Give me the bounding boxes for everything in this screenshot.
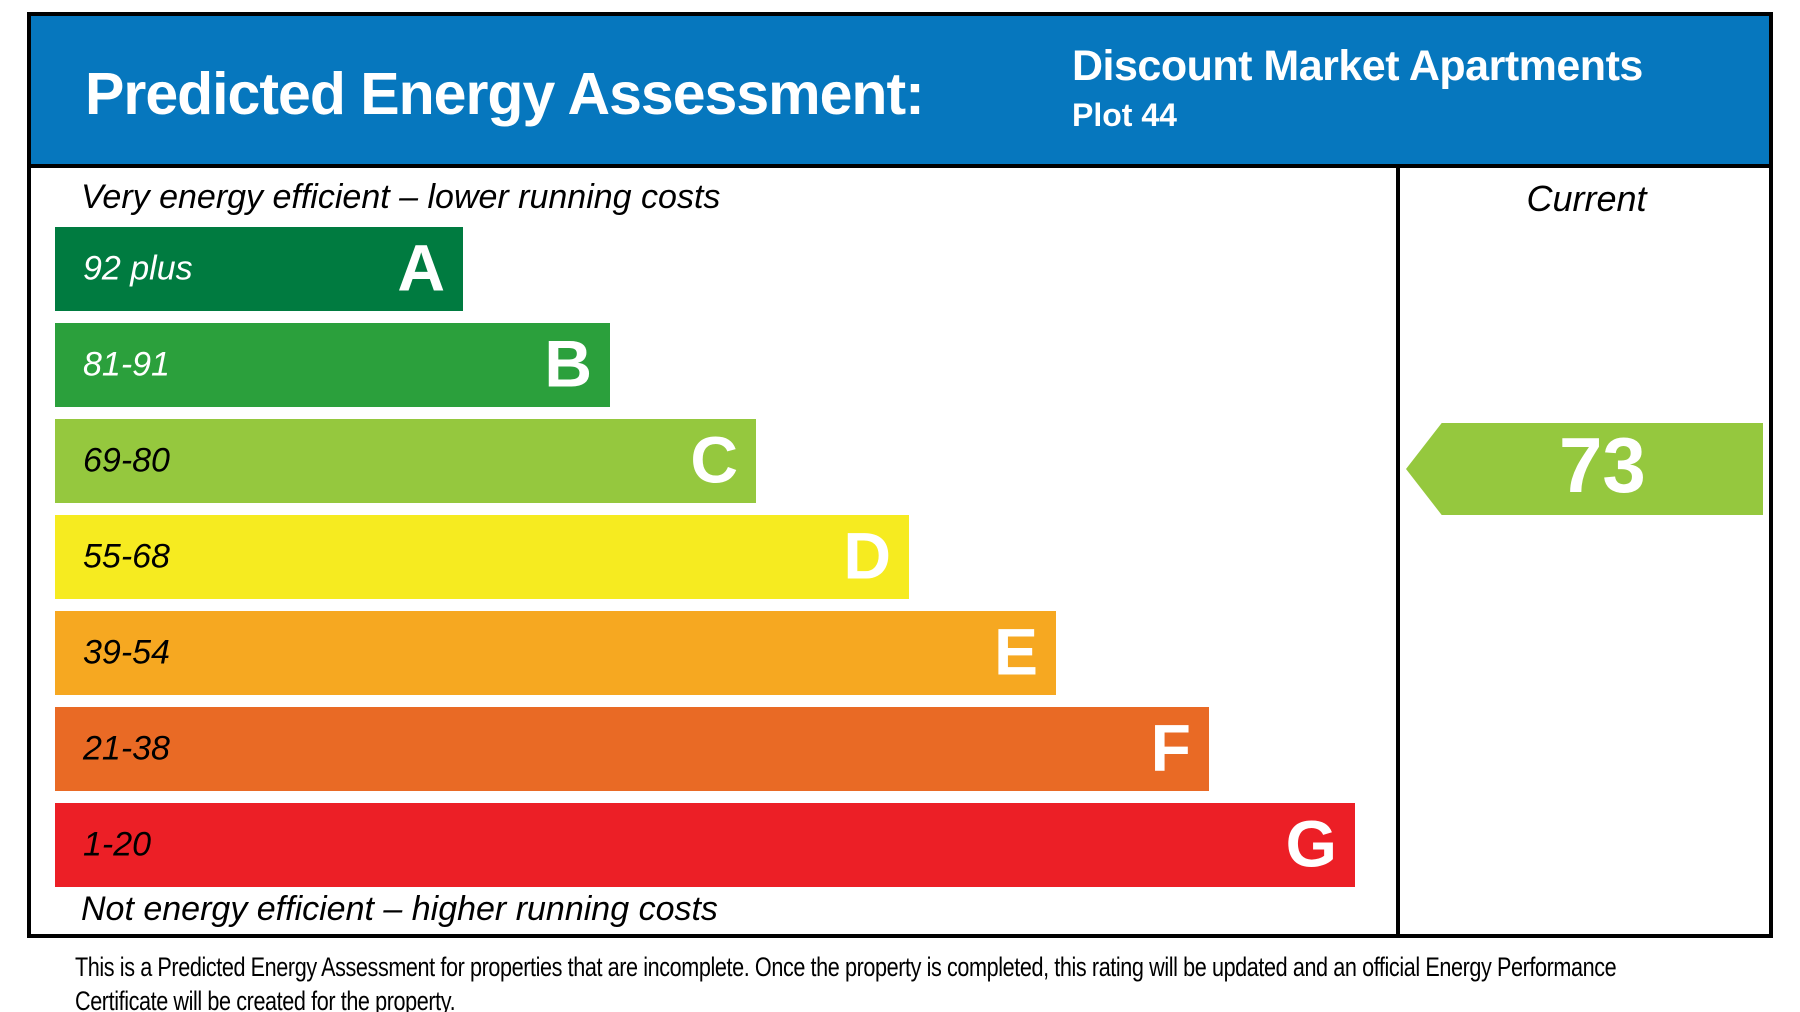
page-title: Predicted Energy Assessment:	[85, 61, 925, 127]
band-letter-label-f: F	[1150, 710, 1191, 785]
band-range-label-b: 81-91	[83, 345, 170, 384]
band-range-label-a: 92 plus	[83, 249, 193, 288]
epc-band-row-a: 92 plus A	[55, 227, 463, 311]
property-plot: Plot 44	[1072, 97, 1177, 133]
band-letter-label-g: G	[1285, 806, 1337, 881]
current-rating-column: Current 73	[1396, 168, 1773, 934]
epc-band-row-g: 1-20 G	[55, 803, 1355, 887]
current-column-header: Current	[1526, 178, 1647, 219]
band-letter-label-d: D	[843, 518, 891, 593]
footer-disclaimer: This is a Predicted Energy Assessment fo…	[75, 950, 1617, 1012]
band-range-label-c: 69-80	[83, 441, 170, 480]
certificate-header: Predicted Energy Assessment: Discount Ma…	[31, 16, 1769, 168]
bottom-efficiency-label: Not energy efficient – higher running co…	[81, 890, 718, 928]
band-range-label-e: 39-54	[83, 633, 170, 672]
epc-band-row-c: 69-80 C	[55, 419, 756, 503]
current-rating-value: 73	[1558, 420, 1646, 509]
epc-band-row-b: 81-91 B	[55, 323, 610, 407]
top-efficiency-label: Very energy efficient – lower running co…	[81, 178, 721, 216]
epc-band-row-d: 55-68 D	[55, 515, 909, 599]
property-info: Discount Market Apartments Plot 44	[1072, 42, 1643, 134]
footer-disclaimer-line1: This is a Predicted Energy Assessment fo…	[75, 952, 1617, 982]
epc-band-row-f: 21-38 F	[55, 707, 1209, 791]
footer-disclaimer-line2: Certificate will be created for the prop…	[75, 986, 456, 1012]
epc-chart-body: Very energy efficient – lower running co…	[31, 168, 1769, 934]
band-range-label-d: 55-68	[83, 537, 170, 576]
epc-band-row-e: 39-54 E	[55, 611, 1056, 695]
band-range-label-f: 21-38	[83, 729, 170, 768]
band-letter-label-e: E	[993, 614, 1038, 689]
current-rating-arrow: 73	[1406, 423, 1763, 515]
band-letter-label-c: C	[690, 422, 738, 497]
property-name: Discount Market Apartments	[1072, 42, 1643, 90]
band-letter-label-b: B	[544, 326, 592, 401]
band-letter-label-a: A	[397, 230, 445, 305]
epc-certificate-box: Predicted Energy Assessment: Discount Ma…	[27, 12, 1773, 938]
band-range-label-g: 1-20	[83, 825, 152, 864]
